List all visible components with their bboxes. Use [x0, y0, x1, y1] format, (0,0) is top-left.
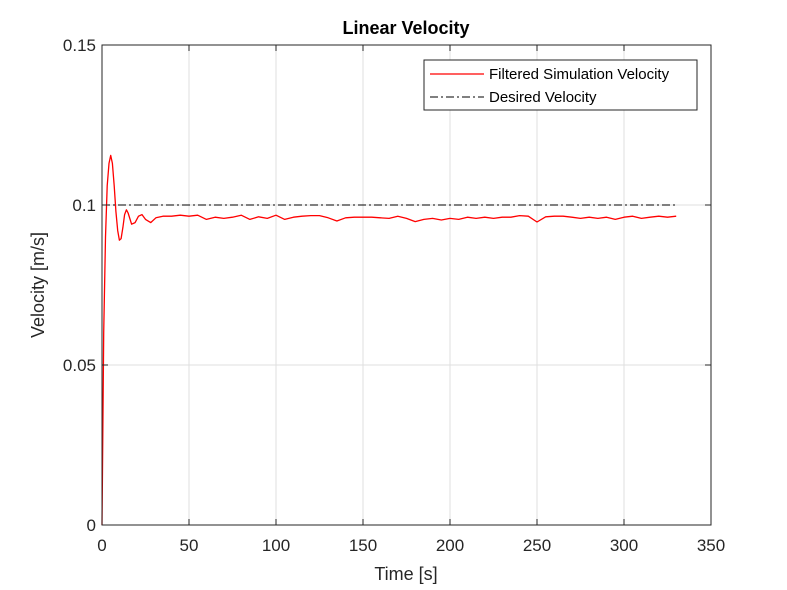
axis-ticks: 0 50 100 150 200 250 300 350 0 0.05 0.1 0.15: [63, 36, 725, 555]
x-tick-label: 0: [97, 536, 106, 555]
y-tick-label: 0.05: [63, 356, 96, 375]
x-axis-label: Time [s]: [374, 564, 437, 584]
y-axis-label: Velocity [m/s]: [28, 232, 48, 338]
x-tick-label: 250: [523, 536, 551, 555]
x-tick-label: 300: [610, 536, 638, 555]
x-tick-label: 50: [180, 536, 199, 555]
series-filtered-simulation-velocity: [101, 154, 677, 526]
legend-label-filtered-velocity: Filtered Simulation Velocity: [489, 66, 670, 83]
x-tick-label: 100: [262, 536, 290, 555]
legend-label-desired-velocity: Desired Velocity: [489, 89, 597, 106]
legend-box: [423, 59, 698, 111]
chart-title: Linear Velocity: [342, 18, 469, 38]
x-tick-label: 150: [349, 536, 377, 555]
x-tick-label: 350: [697, 536, 725, 555]
plot-area-frame: [101, 44, 712, 526]
y-tick-label: 0.15: [63, 36, 96, 55]
x-tick-label: 200: [436, 536, 464, 555]
y-tick-label: 0: [87, 516, 96, 535]
legend: Filtered Simulation Velocity Desired Vel…: [423, 59, 698, 111]
y-tick-label: 0.1: [72, 196, 96, 215]
series-layer: [101, 154, 677, 526]
